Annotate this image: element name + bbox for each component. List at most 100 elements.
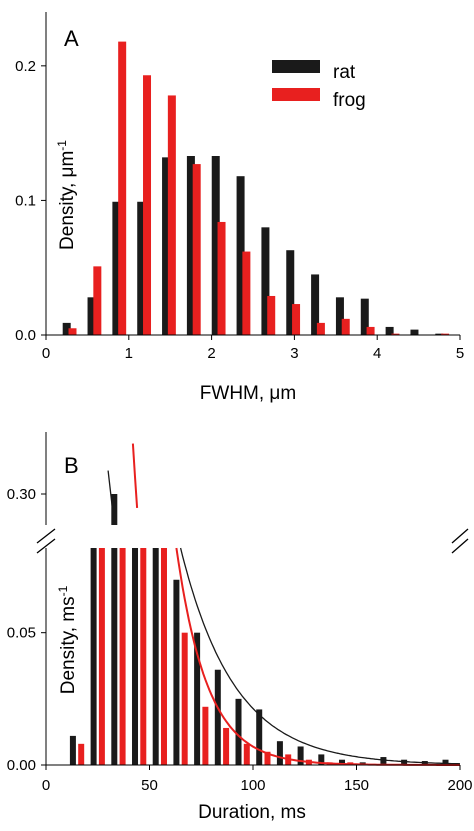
panel-b-ytick-label-upper-0: 0.30 — [7, 486, 36, 503]
panel-b-xtick-label-1: 50 — [141, 777, 158, 794]
bar-b-rat-11 — [297, 746, 304, 765]
bar-b-frog-7 — [223, 727, 230, 765]
bar-a-frog-9 — [292, 304, 301, 335]
bar-a-rat-3 — [137, 201, 146, 335]
bar-a-frog-11 — [341, 318, 350, 335]
bar-b-rat-4 — [152, 548, 159, 765]
bar-a-frog-3 — [143, 75, 152, 336]
legend-frog-label: frog — [333, 90, 366, 111]
bar-b-rat-15 — [380, 757, 387, 765]
panel-a-xlabel: FWHM, μm — [200, 383, 296, 404]
panel-a-xtick-label-5: 5 — [456, 345, 464, 362]
bar-a-rat-13 — [385, 326, 394, 335]
panel-b-xtick-label-2: 100 — [240, 777, 265, 794]
bar-b-frog-2 — [119, 548, 126, 765]
bar-a-frog-12 — [366, 326, 375, 335]
panel-a-legend: rat frog — [272, 60, 366, 111]
bar-a-frog-15 — [441, 333, 450, 335]
panel-a-xtick-label-3: 3 — [290, 345, 298, 362]
panel-a-xtick-label-0: 0 — [42, 345, 50, 362]
bar-a-frog-8 — [267, 295, 276, 335]
bar-b-rat-1 — [90, 548, 97, 765]
bar-b-rat-7 — [214, 669, 221, 765]
panel-b-ylabel-sup: -1 — [56, 585, 70, 596]
panel-a-xtick-label-1: 1 — [125, 345, 133, 362]
bar-a-rat-12 — [360, 298, 369, 335]
bar-a-rat-8 — [261, 227, 270, 335]
legend-frog-swatch — [272, 88, 320, 101]
panel-b-label: B — [64, 453, 79, 478]
bar-b-frog-4 — [160, 548, 167, 765]
bar-a-rat-14 — [410, 329, 419, 335]
bar-a-frog-0 — [68, 328, 77, 335]
panel-b-xtick-label-3: 150 — [344, 777, 369, 794]
bar-a-rat-4 — [162, 157, 171, 335]
bar-b-frog-3 — [140, 548, 147, 765]
bar-a-rat-9 — [286, 250, 295, 335]
bar-a-frog-2 — [118, 41, 127, 335]
panel-a-ylabel-main: Density, μm — [57, 151, 78, 250]
panel-b-ytick-label-lower-0: 0.00 — [7, 757, 36, 774]
fit-curve-rat-upper — [107, 470, 115, 524]
bar-b-frog-1 — [98, 548, 105, 765]
bar-a-rat-1 — [87, 297, 96, 335]
plot-layer: 0 1 2 3 4 5 0.0 0.1 0.2 0 50 100 150 200 0.00 0.05 0.30 — [7, 12, 473, 794]
bar-b-frog-8 — [243, 743, 250, 765]
bar-b-rat-2 — [111, 548, 118, 765]
bar-a-frog-1 — [93, 266, 102, 335]
axis-break-mark-right — [451, 528, 469, 544]
bar-a-frog-7 — [242, 251, 251, 335]
panel-b-xtick-label-4: 200 — [447, 777, 472, 794]
bar-a-frog-10 — [316, 322, 325, 335]
bar-b-rat-2-upper — [111, 494, 118, 525]
bar-a-rat-6 — [211, 156, 220, 335]
bar-a-rat-2 — [112, 201, 121, 335]
panel-a-ytick-label-0: 0.0 — [15, 327, 36, 344]
bar-a-rat-0 — [62, 322, 71, 335]
fit-curve-rat — [179, 547, 461, 765]
bar-b-rat-12 — [318, 754, 325, 765]
bar-b-rat-18 — [442, 759, 449, 765]
panel-a-xtick-label-4: 4 — [373, 345, 381, 362]
bar-a-rat-10 — [311, 274, 320, 335]
bar-a-frog-13 — [391, 333, 400, 335]
bar-b-frog-0 — [78, 743, 85, 765]
svg-text:Density, ms-1: Density, ms-1 — [56, 585, 79, 694]
bar-b-frog-9 — [264, 751, 271, 765]
bar-b-rat-13 — [339, 759, 346, 765]
bar-b-rat-5 — [173, 579, 180, 765]
bar-a-rat-11 — [335, 297, 344, 335]
bar-a-frog-4 — [167, 95, 176, 335]
bar-b-frog-5 — [181, 632, 188, 765]
panel-a-ytick-label-2: 0.2 — [15, 58, 36, 75]
panel-b-ylabel-main: Density, ms — [58, 596, 79, 694]
panel-a-ylabel: Density, μm-1 — [55, 140, 78, 250]
panel-b-ylabel: Density, ms-1 — [56, 585, 79, 694]
bar-b-rat-9 — [256, 709, 263, 765]
panel-b-ytick-label-lower-1: 0.05 — [7, 625, 36, 642]
legend-rat-swatch — [272, 60, 320, 73]
bar-b-frog-6 — [202, 706, 209, 765]
bar-b-rat-0 — [69, 735, 76, 765]
bar-b-rat-10 — [276, 741, 283, 765]
bar-b-rat-8 — [235, 698, 242, 765]
panel-a-ylabel-sup: -1 — [55, 140, 69, 151]
panel-b-xlabel: Duration, ms — [198, 802, 306, 823]
bar-b-rat-6 — [194, 632, 201, 765]
panel-a-xtick-label-2: 2 — [207, 345, 215, 362]
bar-b-rat-16 — [401, 759, 408, 765]
bar-a-frog-5 — [192, 164, 201, 335]
svg-text:Density, μm-1: Density, μm-1 — [55, 140, 78, 250]
bar-a-rat-7 — [236, 176, 245, 335]
fit-curve-frog-upper — [131, 443, 139, 508]
legend-rat-label: rat — [333, 62, 356, 83]
bar-a-rat-5 — [186, 156, 195, 335]
axis-break-mark-right-2 — [451, 538, 469, 554]
bar-b-rat-3 — [132, 548, 139, 765]
axis-break-mark-left-2 — [36, 538, 56, 554]
panel-a-label: A — [64, 26, 79, 51]
axis-break-mark-left — [36, 528, 56, 544]
bar-a-frog-6 — [217, 221, 226, 335]
